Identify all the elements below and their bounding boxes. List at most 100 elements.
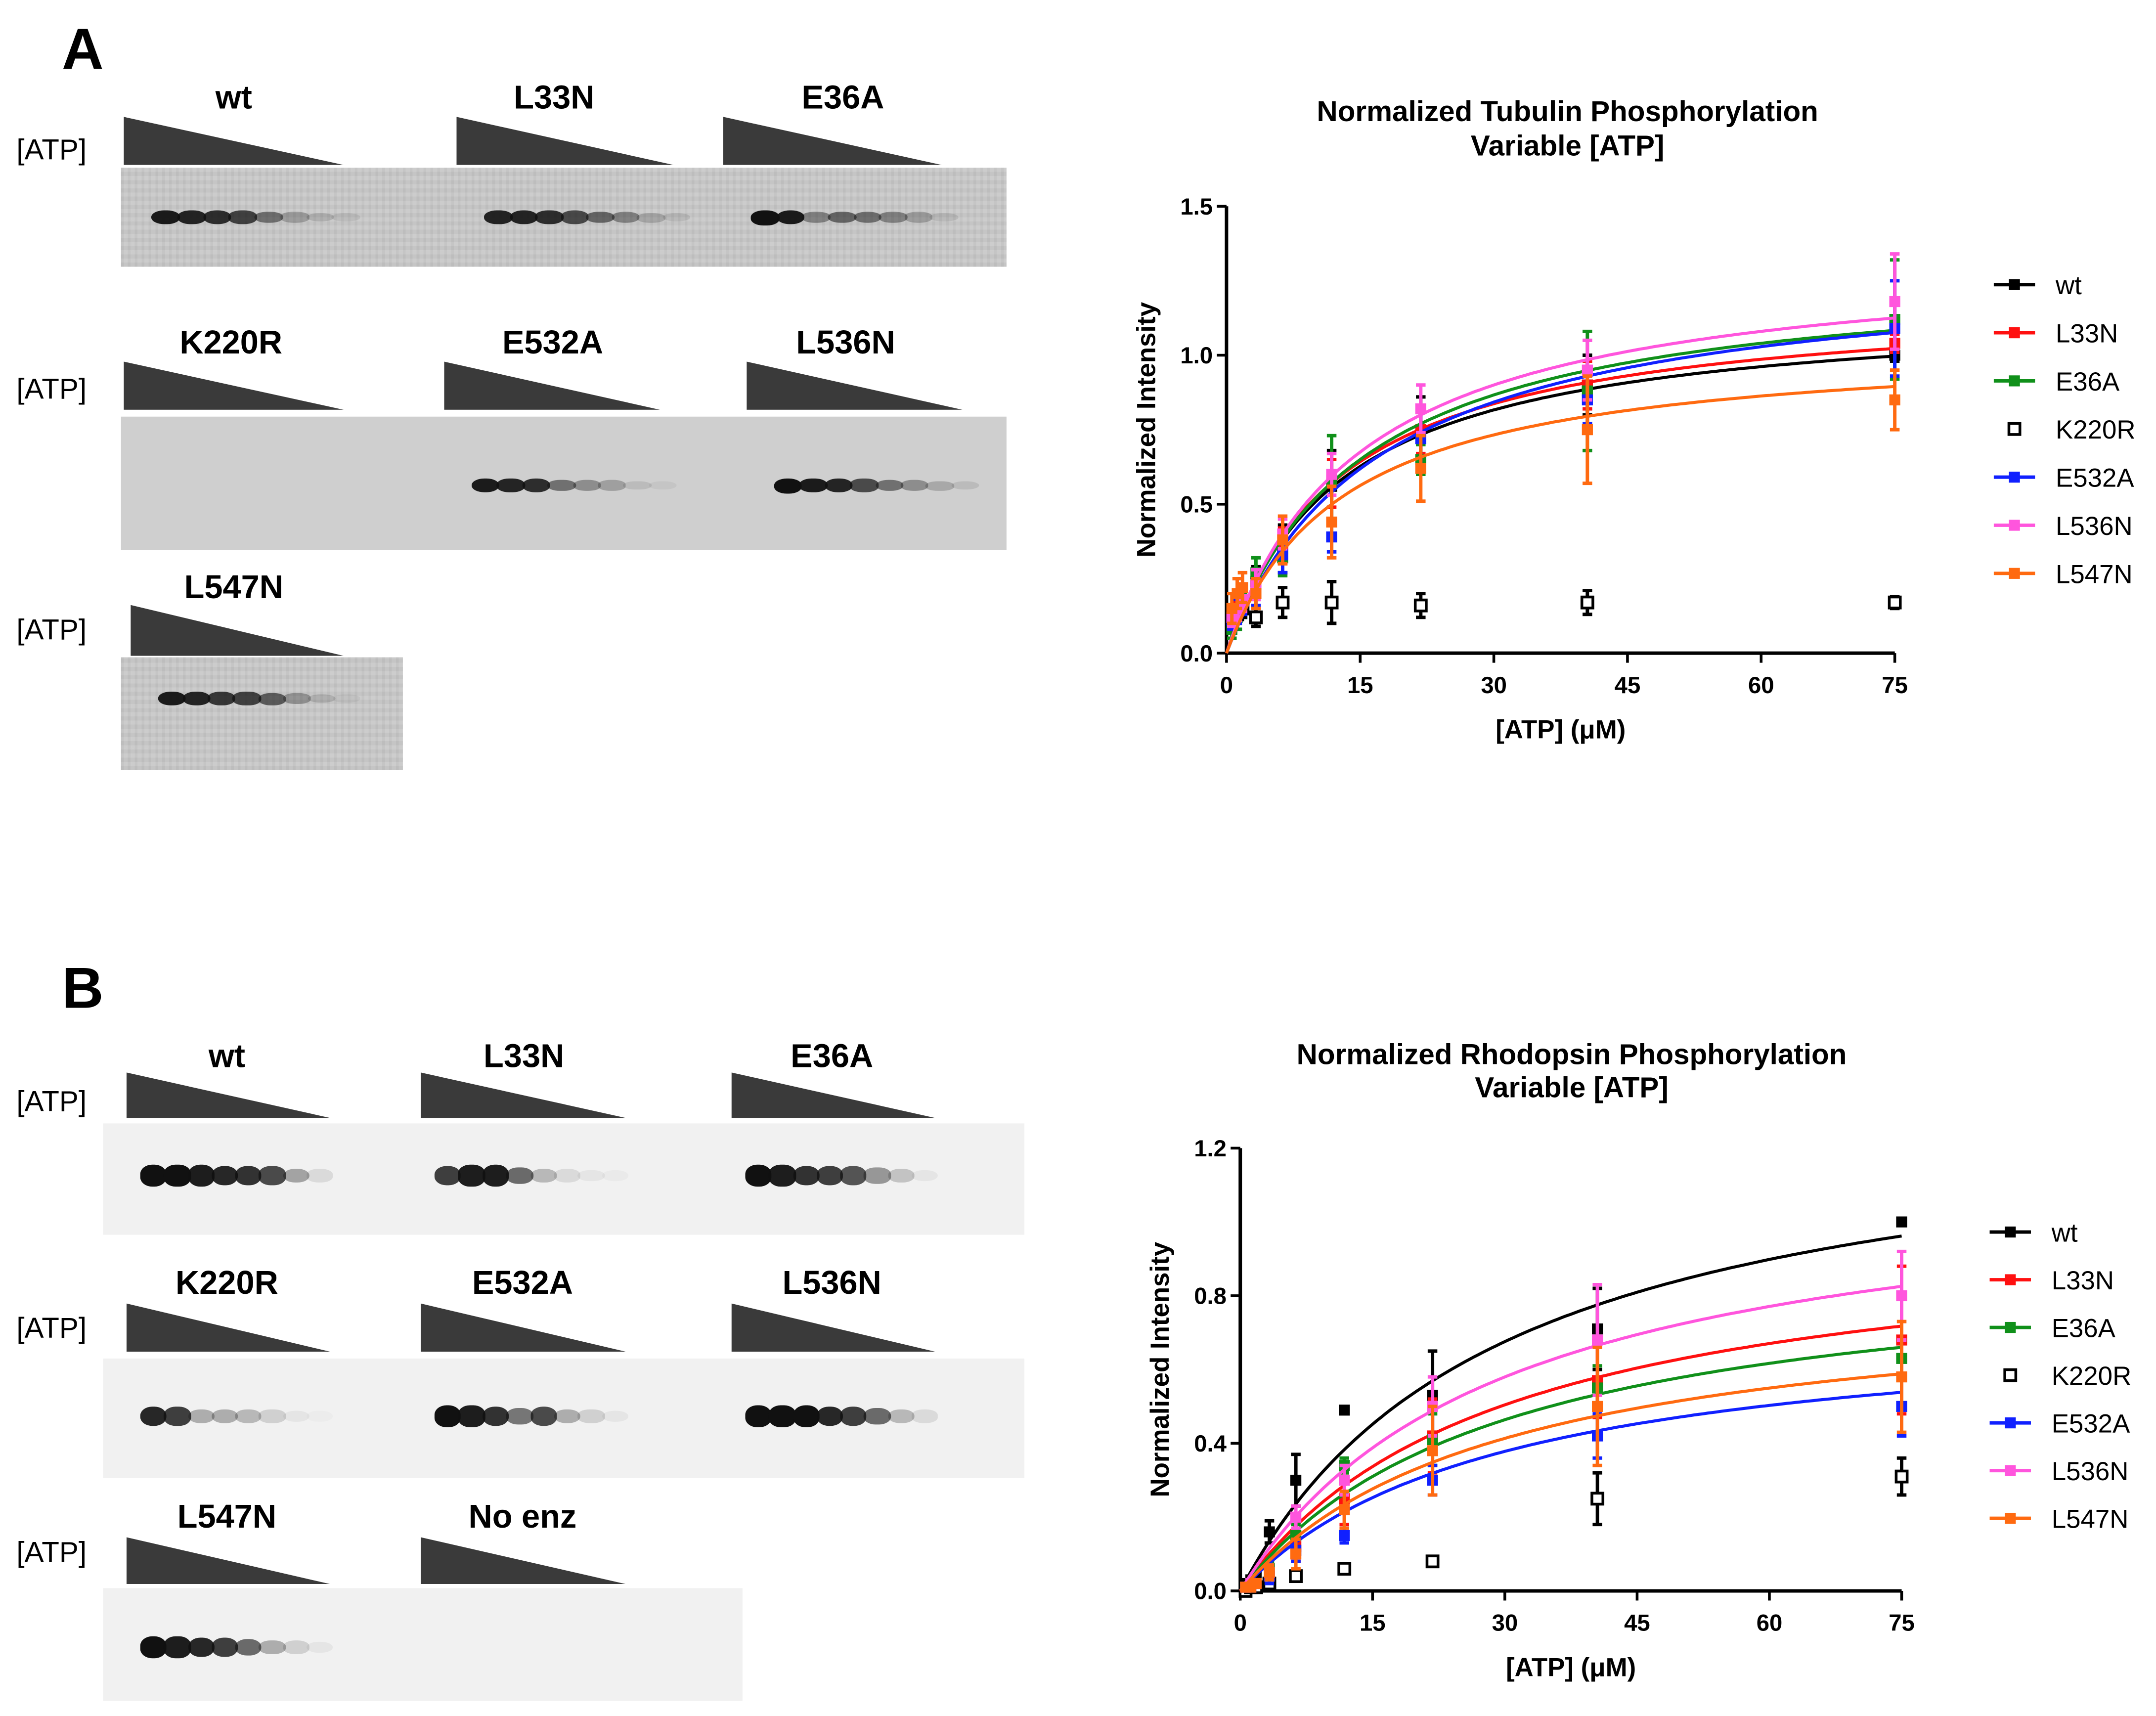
gel-band <box>900 480 929 491</box>
gel-band <box>282 1168 309 1184</box>
gel-band <box>471 478 500 493</box>
gel-band <box>458 1165 485 1186</box>
gel-band <box>602 1410 629 1422</box>
data-point-l547n <box>1326 516 1337 528</box>
legend-marker-e36a <box>2005 1321 2016 1333</box>
data-point-k220r <box>1580 595 1594 610</box>
gel-image <box>103 1123 1025 1235</box>
gel-band <box>623 481 652 490</box>
gel-band <box>211 1637 238 1657</box>
gel-band <box>776 210 805 225</box>
atp-gradient-triangle <box>126 1303 330 1352</box>
gel-band <box>547 479 575 491</box>
atp-gradient-triangle <box>421 1537 626 1584</box>
y-tick-label: 0.0 <box>1194 1579 1227 1605</box>
atp-gradient-triangle <box>131 605 344 656</box>
chart-title: Normalized Rhodopsin Phosphorylation <box>1297 1039 1847 1071</box>
gel-band <box>211 1165 238 1186</box>
data-point-wt <box>1290 1474 1302 1486</box>
gel-band <box>140 1406 167 1427</box>
atp-gradient-triangle <box>124 117 344 165</box>
gel-band <box>816 1406 843 1427</box>
y-tick-label: 0.5 <box>1180 491 1213 518</box>
gel-band <box>745 1165 772 1187</box>
lane-label: L536N <box>796 324 895 362</box>
gel-band <box>827 211 856 223</box>
gel-band <box>864 1408 890 1425</box>
chart-title: Variable [ATP] <box>1471 130 1665 162</box>
data-point-l536n <box>1339 1474 1350 1486</box>
legend-marker-l547n <box>2005 1512 2016 1524</box>
panel-label: A <box>62 16 104 82</box>
atp-gradient-triangle <box>731 1072 935 1118</box>
legend-label-k220r: K220R <box>2056 415 2136 444</box>
gel-band <box>259 1409 286 1423</box>
legend-marker-l536n <box>2005 1465 2016 1476</box>
gel-band <box>235 1638 262 1656</box>
gel-band <box>164 1165 191 1187</box>
x-tick-label: 30 <box>1492 1610 1518 1636</box>
data-point-l547n <box>1226 603 1237 614</box>
atp-label: [ATP] <box>16 374 87 406</box>
gel-band <box>506 1167 533 1185</box>
data-point-k220r <box>1324 595 1339 610</box>
x-tick-label: 0 <box>1234 1610 1247 1636</box>
gel-band <box>235 1166 262 1186</box>
data-point-l547n <box>1896 1371 1907 1383</box>
gel-band <box>187 1165 215 1186</box>
gel-band <box>611 212 640 223</box>
gel-band <box>585 211 614 223</box>
data-point-wt <box>1896 1216 1907 1228</box>
data-point-wt <box>1264 1526 1275 1538</box>
y-tick-label: 1.0 <box>1180 343 1213 369</box>
x-axis-label: [ATP] (μM) <box>1496 715 1626 745</box>
gel-band <box>482 1165 509 1186</box>
gel-band <box>228 210 258 224</box>
lane-label: E36A <box>801 80 884 117</box>
legend-marker-l547n <box>2009 568 2020 579</box>
atp-gradient-triangle <box>126 1537 330 1584</box>
legend-marker-l536n <box>2009 520 2020 531</box>
gel-band <box>164 1637 191 1658</box>
gel-band <box>203 210 231 224</box>
x-tick-label: 60 <box>1748 672 1774 699</box>
legend-marker-k220r <box>2003 1368 2018 1382</box>
gel-image <box>121 168 1007 267</box>
gel-image <box>121 416 1007 550</box>
legend-label-l547n: L547N <box>2056 560 2133 589</box>
legend-marker-e532a <box>2009 471 2020 483</box>
gel-band <box>506 1408 533 1425</box>
data-point-l547n <box>1582 424 1593 436</box>
atp-label: [ATP] <box>16 615 87 647</box>
data-point-k220r <box>1413 598 1428 613</box>
atp-gradient-triangle <box>723 117 942 165</box>
y-tick-label: 0.0 <box>1180 641 1213 667</box>
data-point-l547n <box>1339 1504 1350 1515</box>
lane-label: wt <box>215 80 252 117</box>
data-point-k220r <box>1590 1492 1605 1506</box>
chart-title: Variable [ATP] <box>1475 1071 1669 1103</box>
gel-band <box>750 210 779 225</box>
legend-label-e36a: E36A <box>2056 367 2120 396</box>
gel-band <box>554 1169 581 1182</box>
gel-band <box>792 1406 819 1427</box>
gel-band <box>254 211 283 223</box>
legend-label-wt: wt <box>2055 271 2082 300</box>
gel-band <box>140 1636 167 1658</box>
panel-label: B <box>62 956 104 1020</box>
legend-label-e532a: E532A <box>2052 1409 2130 1439</box>
data-point-l547n <box>1290 1548 1302 1560</box>
fit-curve-e532a <box>1239 1391 1902 1592</box>
x-tick-label: 15 <box>1360 1610 1386 1636</box>
gel-band <box>177 210 206 225</box>
legend-marker-l33n <box>2005 1274 2016 1285</box>
legend-label-wt: wt <box>2051 1219 2078 1248</box>
gel-band <box>802 212 831 223</box>
data-point-k220r <box>1888 595 1902 610</box>
gel-band <box>825 478 853 493</box>
data-point-l547n <box>1427 1445 1438 1456</box>
data-point-l536n <box>1290 1511 1302 1523</box>
gel-band <box>530 1407 557 1426</box>
atp-label: [ATP] <box>16 1537 87 1569</box>
